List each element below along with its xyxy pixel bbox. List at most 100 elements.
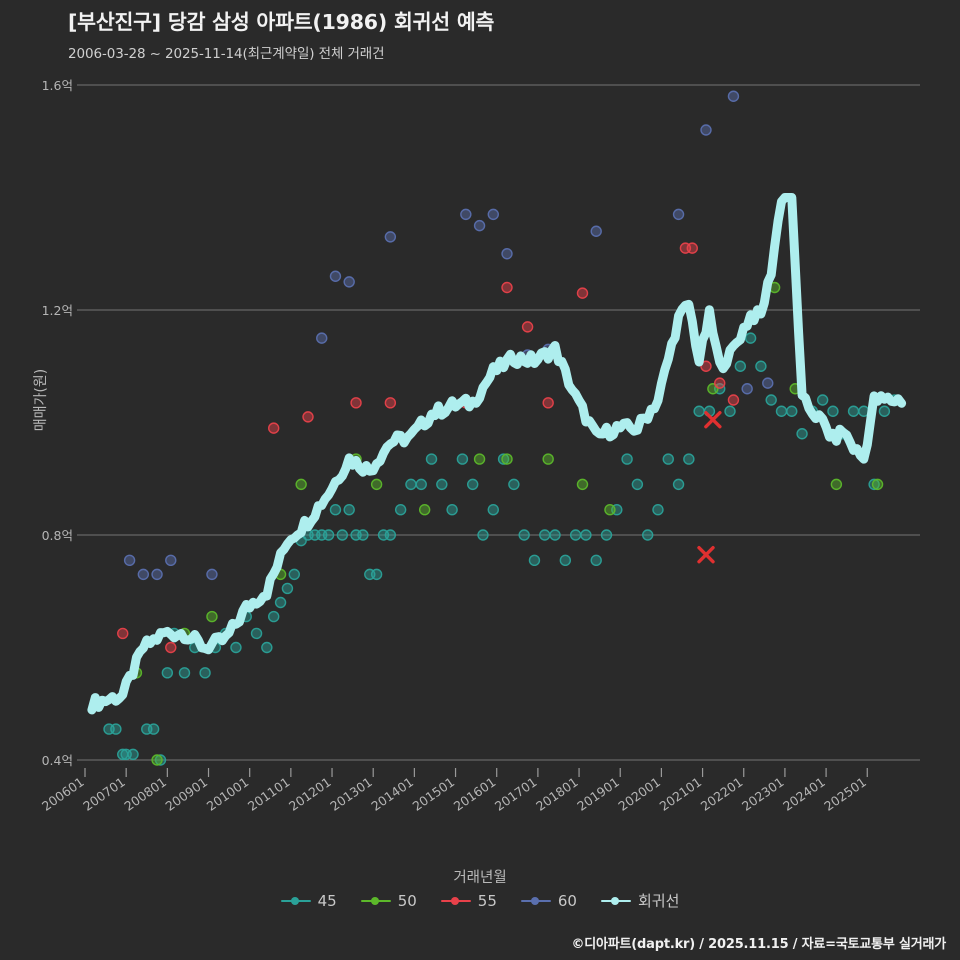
scatter-point-45 [394, 503, 407, 516]
scatter-point-55 [268, 422, 280, 434]
scatter-point-45 [878, 405, 891, 417]
scatter-point-60 [487, 208, 499, 221]
scatter-point-45 [528, 554, 541, 567]
scatter-point-45 [425, 453, 438, 465]
scatter-point-45 [765, 394, 777, 406]
scatter-point-45 [775, 405, 788, 417]
scatter-point-60 [316, 332, 328, 344]
scatter-point-45 [786, 405, 798, 417]
scatter-point-45 [621, 453, 633, 465]
x-tick-label: 201701 [492, 774, 540, 814]
scatter-point-60 [123, 554, 136, 567]
scatter-point-55 [727, 394, 740, 406]
scatter-point-60 [741, 383, 753, 395]
scatter-point-45 [446, 503, 458, 516]
x-tick-label: 200601 [39, 774, 87, 814]
scatter-point-45 [288, 568, 300, 581]
x-tick-label: 202401 [780, 774, 828, 814]
scatter-points-layer [103, 90, 901, 766]
chart-header: [부산진구] 당감 삼성 아파트(1986) 회귀선 예측 2006-03-28… [68, 10, 928, 62]
scatter-point-45 [631, 478, 644, 491]
scatter-point-45 [329, 503, 342, 516]
x-axis-tick-labels: 2006012007012008012009012010012011012012… [39, 774, 869, 814]
legend-swatch-icon [360, 894, 391, 908]
x-tick-label: 201201 [286, 774, 334, 814]
scatter-point-45 [580, 529, 592, 541]
x-tick-label: 201401 [368, 774, 416, 814]
scatter-point-55 [384, 397, 397, 409]
scatter-point-45 [370, 568, 383, 581]
scatter-point-45 [600, 529, 613, 541]
scatter-point-45 [518, 529, 530, 541]
scatter-point-55 [165, 641, 177, 654]
scatter-point-45 [274, 596, 287, 609]
x-tick-label: 200801 [121, 774, 169, 814]
scatter-point-45 [744, 332, 757, 344]
legend-label: 45 [317, 891, 337, 910]
x-axis-title: 거래년월 [453, 870, 507, 886]
chart-subtitle: 2006-03-28 ~ 2025-11-14(최근계약일) 전체 거래건 [68, 45, 385, 62]
y-axis-tick-labels: 0.4억 0.8억 1.2억 1.6억 [42, 78, 73, 768]
scatter-point-55 [686, 242, 698, 254]
x-tick-label: 202201 [698, 774, 746, 814]
scatter-point-45 [384, 529, 397, 541]
cancelled-trade-x-icon [704, 410, 722, 429]
scatter-point-50 [418, 503, 431, 516]
scatter-point-50 [542, 453, 554, 465]
x-tick-label: 201801 [533, 774, 581, 814]
scatter-point-60 [384, 231, 397, 243]
scatter-point-45 [230, 641, 242, 654]
scatter-point-55 [302, 411, 314, 423]
scatter-point-50 [830, 478, 843, 491]
legend-swatch-icon [600, 894, 631, 908]
scatter-point-60 [700, 124, 712, 136]
x-tick-label: 201101 [245, 774, 293, 814]
gridlines [77, 84, 920, 761]
scatter-point-55 [117, 627, 129, 640]
scatter-point-50 [576, 478, 589, 491]
scatter-point-45 [847, 405, 860, 417]
cancelled-trade-markers [697, 410, 722, 564]
legend-item-45[interactable]: 45 [280, 891, 337, 910]
x-tick-label: 200901 [163, 774, 211, 814]
scatter-point-45 [652, 503, 664, 516]
legend-item-55[interactable]: 55 [440, 892, 497, 910]
scatter-point-45 [261, 641, 273, 654]
scatter-point-50 [295, 478, 307, 491]
scatter-point-45 [487, 503, 499, 516]
scatter-point-45 [268, 610, 280, 623]
scatter-point-55 [521, 321, 534, 333]
legend-swatch-icon [440, 894, 471, 908]
scatter-point-45 [477, 529, 489, 541]
scatter-point-45 [755, 360, 767, 372]
scatter-point-60 [460, 208, 472, 221]
scatter-point-60 [165, 554, 177, 567]
x-tick-label: 201001 [204, 774, 252, 814]
legend-item-60[interactable]: 60 [520, 892, 577, 910]
regression-line [87, 193, 907, 715]
x-tick-label: 202101 [657, 774, 705, 814]
legend-item-회귀선[interactable]: 회귀선 [600, 890, 679, 911]
x-tick-label: 201601 [451, 774, 499, 814]
scatter-point-60 [501, 248, 513, 260]
scatter-point-60 [151, 568, 163, 581]
scatter-point-50 [151, 754, 163, 766]
scatter-point-45 [281, 582, 294, 595]
legend-item-50[interactable]: 50 [360, 891, 417, 910]
scatter-point-60 [473, 219, 486, 232]
scatter-point-45 [154, 754, 167, 766]
scatter-point-45 [549, 529, 561, 541]
scatter-point-45 [559, 554, 572, 567]
scatter-point-45 [590, 554, 602, 567]
scatter-point-60 [672, 208, 685, 221]
scatter-point-45 [497, 453, 510, 465]
scatter-point-60 [762, 377, 774, 389]
scatter-point-50 [501, 453, 513, 465]
x-tick-label: 200701 [80, 774, 128, 814]
x-tick-label: 201301 [327, 774, 375, 814]
scatter-point-45 [250, 627, 263, 640]
legend-label: 50 [397, 891, 417, 910]
